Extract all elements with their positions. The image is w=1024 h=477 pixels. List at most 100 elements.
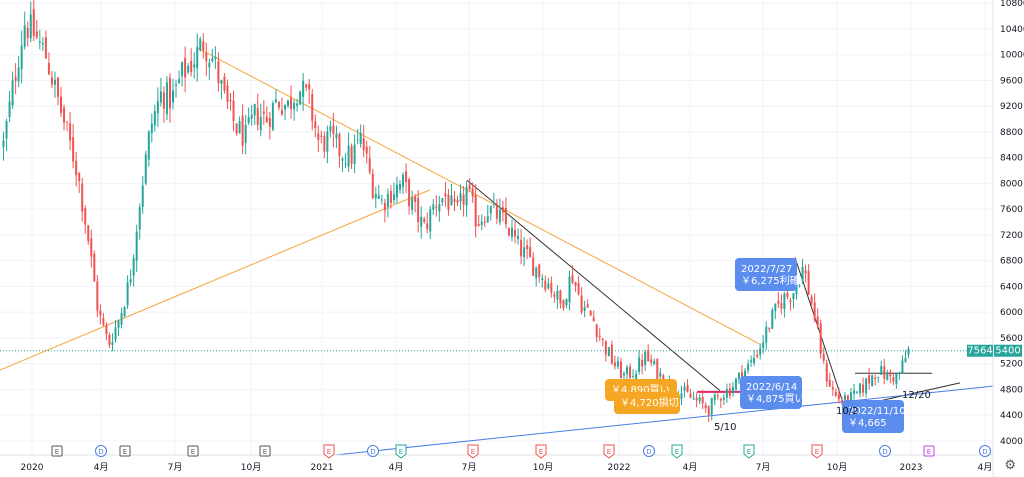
earnings-marker-icon[interactable]: E	[395, 444, 407, 459]
candle-body	[326, 131, 329, 152]
candle-body	[683, 386, 686, 391]
candle-body	[29, 14, 32, 39]
settings-gear-icon[interactable]: ⚙	[1004, 457, 1016, 472]
earnings-marker-icon[interactable]: E	[119, 445, 131, 457]
candle-body	[547, 283, 550, 289]
marker-shield	[395, 444, 407, 459]
candle-body	[368, 158, 371, 173]
candle-body	[610, 344, 613, 364]
candle-body	[574, 282, 577, 286]
note-loss-cut-bg	[614, 392, 680, 414]
candle-body	[87, 225, 90, 242]
candle-body	[190, 60, 193, 73]
candle-body	[517, 235, 520, 240]
candle-body	[565, 298, 568, 306]
candle-body	[756, 354, 759, 357]
candle-body	[63, 107, 66, 123]
candle-body	[865, 378, 868, 394]
earnings-marker-icon[interactable]: E	[467, 444, 479, 459]
candle-body	[223, 76, 226, 91]
candle-body	[414, 196, 417, 202]
marker-circle	[979, 445, 991, 457]
marker-letter: E	[123, 448, 127, 456]
note-loss-cut[interactable]: ￥4,720損切	[614, 392, 680, 414]
y-tick-label: 10400	[1000, 25, 1024, 35]
dividend-marker-icon[interactable]: D	[643, 445, 655, 457]
candle-body	[178, 79, 181, 83]
candle-body	[774, 303, 777, 312]
candle-body	[287, 100, 290, 107]
marker-shield	[323, 444, 335, 459]
candle-body	[256, 108, 259, 125]
x-tick-label: 2023	[900, 463, 923, 473]
candle-body	[17, 67, 20, 82]
candle-body	[514, 229, 517, 237]
candle-body	[205, 52, 208, 62]
candle-body	[898, 372, 901, 374]
candle-body	[644, 351, 647, 366]
y-tick-label: 9200	[1000, 102, 1023, 112]
earnings-marker-icon[interactable]: E	[671, 444, 683, 459]
candle-body	[471, 188, 474, 197]
note-profit[interactable]: 2022/7/27￥6,275利確	[735, 258, 800, 291]
candle-body	[332, 125, 335, 134]
candle-body	[277, 102, 280, 108]
note-buy-june[interactable]: 2022/6/14￥4,875買い	[740, 376, 805, 409]
x-tick-label: 2020	[21, 463, 44, 473]
x-tick-label: 4月	[978, 462, 993, 473]
candle-body	[229, 100, 232, 102]
candle-body	[626, 367, 629, 374]
dividend-marker-icon[interactable]: D	[979, 445, 991, 457]
candle-body	[768, 328, 771, 330]
earnings-marker-icon[interactable]: E	[923, 445, 935, 457]
candle-body	[907, 348, 910, 355]
earnings-marker-icon[interactable]: E	[535, 444, 547, 459]
candle-body	[314, 121, 317, 129]
candle-body	[780, 303, 783, 309]
candle-body	[320, 135, 323, 137]
earnings-marker-icon[interactable]: E	[187, 445, 199, 457]
note-profit-text: ￥6,275利確	[741, 274, 800, 287]
earnings-marker-icon[interactable]: E	[603, 444, 615, 459]
candle-body	[265, 116, 268, 123]
candle-body	[187, 66, 190, 73]
candle-body	[162, 92, 165, 109]
candle-body	[504, 207, 507, 225]
earnings-marker-icon[interactable]: E	[323, 444, 335, 459]
earnings-marker-icon[interactable]: E	[811, 444, 823, 459]
candle-body	[211, 58, 214, 61]
dividend-marker-icon[interactable]: D	[95, 445, 107, 457]
marker-letter: E	[747, 448, 751, 456]
candle-body	[613, 362, 616, 367]
candle-body	[181, 61, 184, 77]
candle-body	[689, 393, 692, 398]
candle-body	[69, 123, 72, 141]
candle-body	[60, 96, 63, 113]
earnings-marker-icon[interactable]: E	[259, 445, 271, 457]
y-axis: 10800 10400 10000 9600 9200 8800 8400 8000 7600 7…	[992, 0, 1024, 477]
dividend-marker-icon[interactable]: D	[879, 445, 891, 457]
note-buy-nov[interactable]: 2022/11/10￥4,665	[842, 400, 906, 433]
candle-body	[32, 9, 35, 36]
candle-body	[105, 324, 108, 335]
marker-shield	[467, 444, 479, 459]
candle-body	[638, 357, 641, 373]
candle-body	[825, 363, 828, 382]
candle-body	[184, 57, 187, 78]
candle-body	[529, 246, 532, 258]
earnings-marker-icon[interactable]: E	[743, 444, 755, 459]
candle-body	[556, 290, 559, 300]
candle-body	[93, 253, 96, 282]
candle-body	[880, 365, 883, 375]
candle-body	[75, 160, 78, 176]
candle-body	[262, 111, 265, 114]
candle-body	[220, 80, 223, 84]
candle-body	[193, 64, 196, 68]
candle-body	[96, 281, 99, 311]
dividend-marker-icon[interactable]: D	[367, 445, 379, 457]
candle-body	[253, 104, 256, 116]
earnings-marker-icon[interactable]: E	[51, 445, 63, 457]
